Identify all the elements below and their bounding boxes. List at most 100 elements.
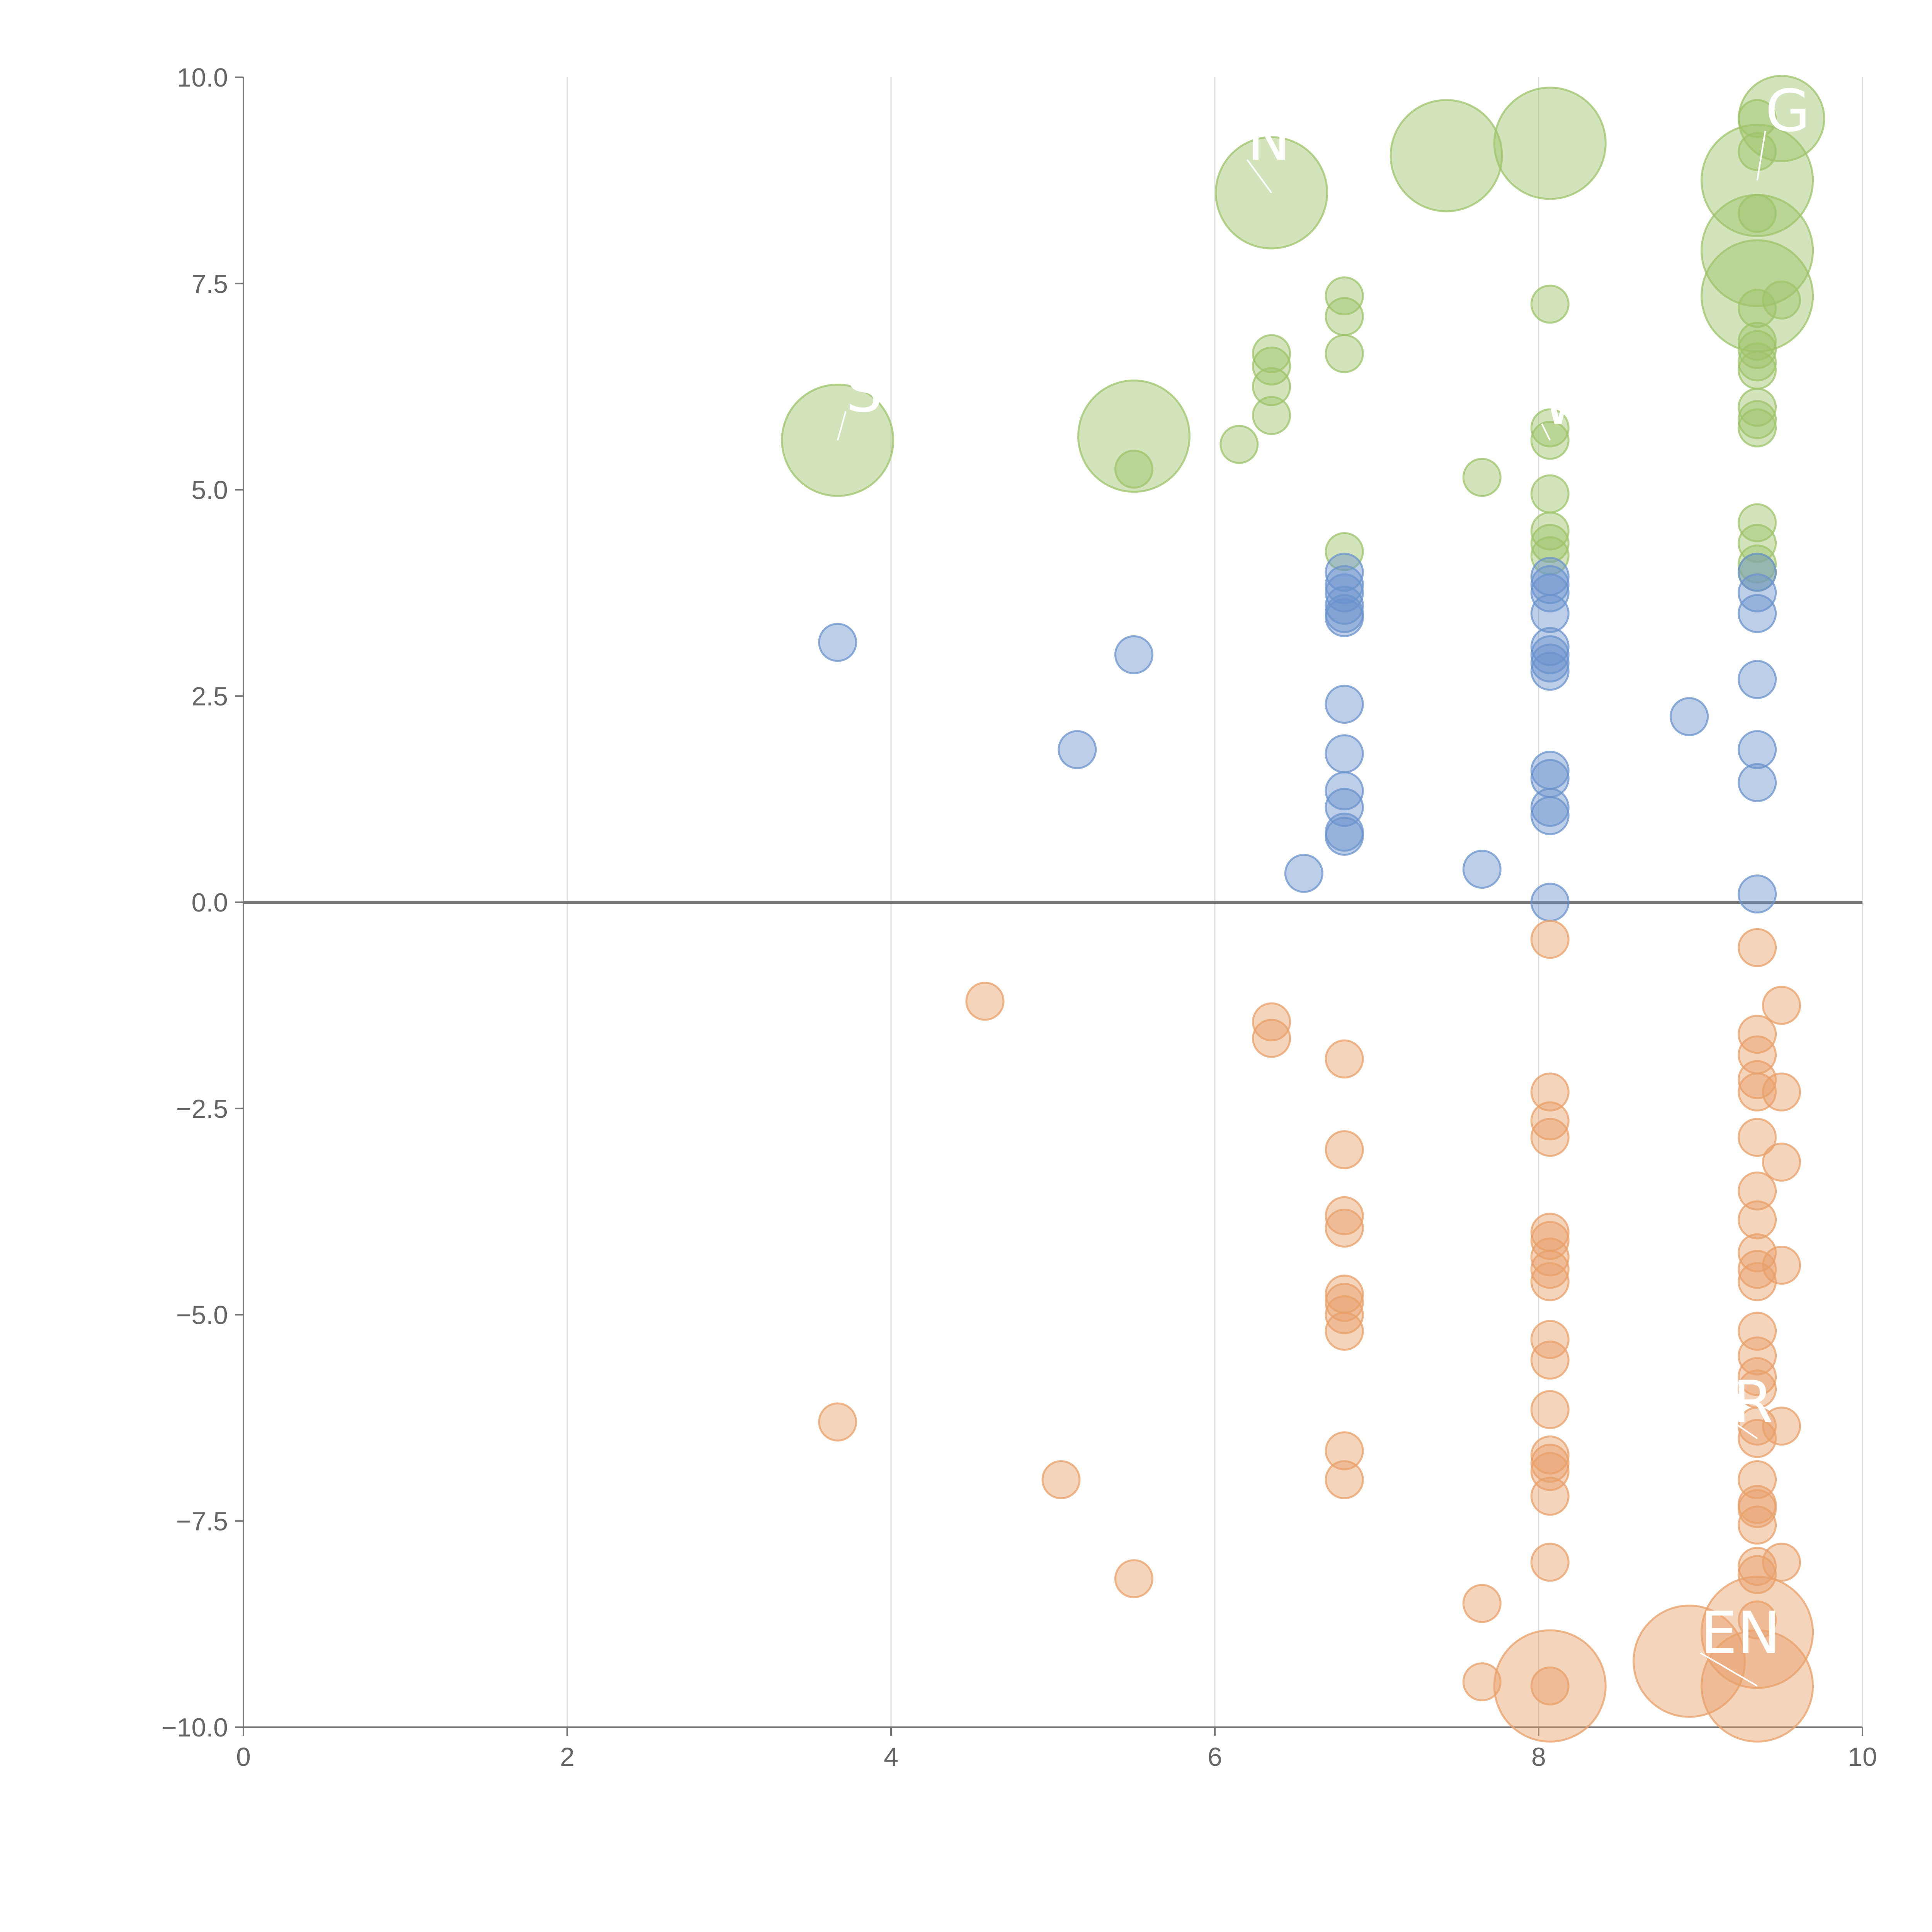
orange-data-point xyxy=(1738,1171,1777,1211)
y-tick-label: 10.0 xyxy=(177,63,228,92)
orange-data-point xyxy=(1325,1208,1364,1248)
orange-data-point xyxy=(1530,920,1570,959)
y-tick-label: −5.0 xyxy=(176,1301,228,1330)
orange-data-point xyxy=(1325,1130,1364,1169)
blue-data-point xyxy=(1325,598,1364,637)
blue-data-point xyxy=(1738,763,1777,802)
blue-data-point xyxy=(1284,854,1323,893)
blue-data-point xyxy=(818,622,857,662)
blue-data-point xyxy=(1325,816,1364,856)
green-data-point xyxy=(1738,99,1777,138)
orange-data-point xyxy=(1530,1320,1570,1359)
green-data-point xyxy=(1738,350,1777,390)
blue-data-point xyxy=(1530,565,1570,604)
orange-data-point xyxy=(1762,986,1801,1025)
annotation-leader-line xyxy=(1247,159,1272,194)
blue-data-point xyxy=(1738,573,1777,612)
blue-data-point xyxy=(1058,730,1097,769)
green-data-point xyxy=(1738,342,1777,382)
green-data-point xyxy=(1325,297,1364,336)
y-tick-label: −2.5 xyxy=(176,1094,228,1124)
blue-data-point xyxy=(1738,660,1777,699)
blue-data-point xyxy=(1114,635,1153,674)
blue-data-point xyxy=(1530,651,1570,691)
orange-data-point xyxy=(1325,1295,1364,1334)
green-data-point xyxy=(1530,474,1570,514)
blue-data-point xyxy=(1325,771,1364,811)
green-data-point xyxy=(1738,330,1777,369)
blue-data-point xyxy=(1530,787,1570,827)
orange-data-point xyxy=(1762,1245,1801,1285)
annotation-label: G xyxy=(1765,78,1810,145)
annotation-label: S xyxy=(846,358,883,425)
orange-data-point xyxy=(1530,1476,1570,1516)
orange-data-point xyxy=(1325,1282,1364,1322)
green-data-point xyxy=(1252,367,1291,406)
orange-data-point xyxy=(1738,1357,1777,1396)
blue-data-point xyxy=(1530,573,1570,612)
green-data-point xyxy=(1530,408,1570,447)
green-data-point xyxy=(1077,379,1190,493)
blue-data-point xyxy=(1325,685,1364,724)
orange-data-point xyxy=(1325,1431,1364,1471)
orange-data-point xyxy=(1530,1117,1570,1157)
orange-data-point xyxy=(1738,1600,1777,1639)
blue-data-point xyxy=(1530,883,1570,922)
green-data-point xyxy=(1252,334,1291,373)
orange-data-point xyxy=(1738,1250,1777,1289)
green-data-point xyxy=(1114,449,1153,489)
blue-data-point xyxy=(1738,553,1777,592)
annotation-leader-line xyxy=(837,411,847,440)
green-data-point xyxy=(1325,532,1364,571)
green-data-point xyxy=(1738,194,1777,233)
orange-data-point xyxy=(1738,928,1777,967)
blue-data-point xyxy=(1325,553,1364,592)
green-data-point xyxy=(1738,524,1777,563)
green-data-point xyxy=(1762,280,1801,320)
y-tick-label: 5.0 xyxy=(191,476,228,505)
orange-data-point xyxy=(1325,1311,1364,1351)
axes: 0 2 4 6 8 10 10.0 7.5 5.0 2.5 0.0 −2.5 −5.0 −7.5 −10.0 xyxy=(162,63,1877,1772)
blue-data-point xyxy=(1530,635,1570,674)
orange-data-point xyxy=(1738,1489,1777,1528)
x-tick-label: 4 xyxy=(884,1742,898,1772)
y-tick-label: 7.5 xyxy=(191,269,228,299)
x-tick-label: 10 xyxy=(1848,1742,1877,1772)
orange-data-point xyxy=(1252,1002,1291,1042)
orange-data-point xyxy=(1762,1143,1801,1182)
orange-data-point xyxy=(1738,1547,1777,1586)
blue-data-point xyxy=(1530,643,1570,683)
blue-data-point xyxy=(1462,850,1502,889)
green-data-point xyxy=(1252,346,1291,386)
x-tick-label: 2 xyxy=(560,1742,575,1772)
green-data-point xyxy=(1325,276,1364,316)
orange-data-point xyxy=(1738,1117,1777,1157)
orange-data-point xyxy=(1462,1662,1502,1702)
blue-data-point xyxy=(1530,796,1570,835)
blue-data-point xyxy=(1325,585,1364,625)
green-data-point xyxy=(1389,99,1503,213)
orange-data-point xyxy=(1738,1262,1777,1301)
green-data-point xyxy=(1493,87,1607,200)
orange-data-point xyxy=(1738,1200,1777,1240)
orange-data-point xyxy=(1738,1505,1777,1545)
orange-data-point xyxy=(1762,1072,1801,1112)
orange-data-point xyxy=(1738,1555,1777,1594)
x-tick-label: 6 xyxy=(1208,1742,1222,1772)
orange-data-point xyxy=(1493,1629,1607,1743)
orange-data-point xyxy=(1530,1221,1570,1260)
orange-data-point xyxy=(1738,1060,1777,1099)
orange-data-point xyxy=(1530,1250,1570,1289)
blue-data-point xyxy=(1325,734,1364,774)
green-data-point xyxy=(1252,396,1291,435)
orange-data-point xyxy=(1252,1019,1291,1058)
green-data-point xyxy=(1530,284,1570,324)
green-data-point xyxy=(1738,388,1777,427)
annotation-label: EN xyxy=(1701,1600,1781,1667)
orange-data-point xyxy=(1325,1196,1364,1235)
orange-data-point xyxy=(1633,1604,1746,1718)
annotation-leader-line xyxy=(1541,423,1551,441)
point-labels: S N G W R EN xyxy=(837,78,1810,1687)
orange-data-point xyxy=(1530,1543,1570,1582)
orange-data-point xyxy=(1530,1101,1570,1141)
